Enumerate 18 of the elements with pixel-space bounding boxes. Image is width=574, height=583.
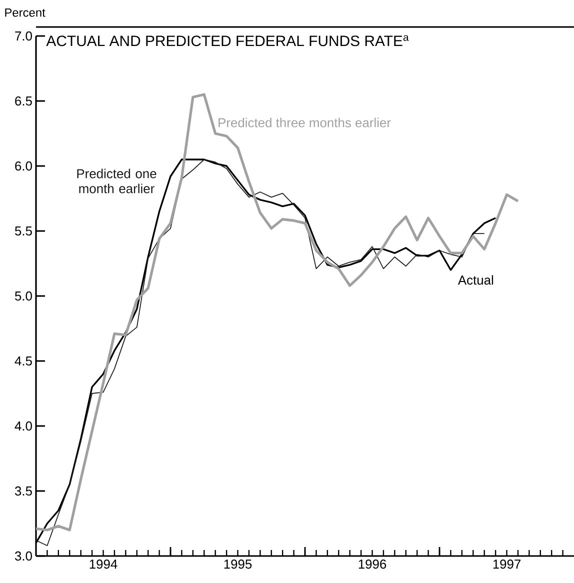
y-tick-label: 5.0	[14, 291, 32, 301]
x-tick-label: 1994	[90, 560, 118, 569]
y-tick-label: 4.5	[14, 356, 32, 366]
y-tick-label: 3.0	[14, 551, 32, 561]
series-label: Actual	[458, 275, 494, 285]
x-tick-label: 1997	[493, 560, 520, 569]
chart-title: ACTUAL AND PREDICTED FEDERAL FUNDS RATE$^{a}$	[46, 35, 409, 46]
x-tick-label: 1995	[224, 560, 252, 569]
x-tick-label: 1996	[358, 560, 386, 569]
y-tick-label: 6.0	[15, 161, 32, 171]
y-tick-label: 5.5	[14, 226, 32, 236]
series-label: Predicted one month earlier	[77, 168, 156, 194]
y-axis-title: Percent	[5, 8, 46, 17]
y-tick-label: 3.5	[14, 486, 32, 496]
y-tick-label: 4.0	[14, 421, 32, 431]
series-label: Predicted three months earlier	[218, 118, 391, 128]
y-tick-label: 6.5	[15, 96, 32, 106]
y-tick-label: 7.0	[15, 31, 32, 41]
